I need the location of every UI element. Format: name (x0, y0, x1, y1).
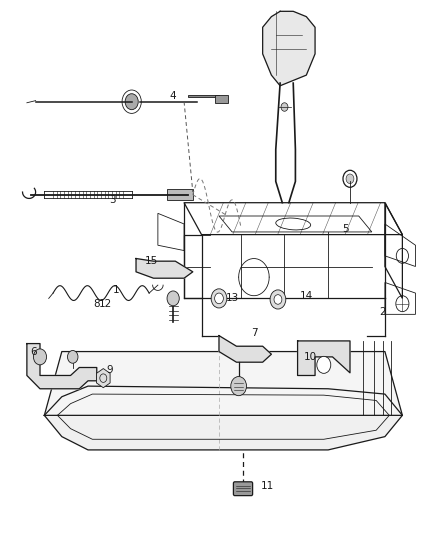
Circle shape (231, 376, 247, 395)
Polygon shape (44, 352, 403, 415)
Circle shape (270, 290, 286, 309)
FancyBboxPatch shape (233, 482, 253, 496)
Circle shape (281, 103, 288, 111)
Polygon shape (263, 11, 315, 86)
Polygon shape (297, 341, 350, 375)
Text: 10: 10 (304, 352, 317, 362)
Polygon shape (44, 386, 403, 450)
Text: 5: 5 (343, 224, 349, 235)
Ellipse shape (276, 218, 311, 230)
Text: 7: 7 (251, 328, 257, 338)
Circle shape (67, 351, 78, 364)
Circle shape (211, 289, 227, 308)
Polygon shape (136, 259, 193, 278)
Text: 1: 1 (113, 286, 120, 295)
Polygon shape (215, 95, 228, 103)
Polygon shape (219, 336, 272, 362)
Text: 14: 14 (300, 290, 313, 301)
Polygon shape (188, 95, 219, 98)
Circle shape (215, 293, 223, 304)
Circle shape (125, 94, 138, 110)
Text: 6: 6 (30, 346, 37, 357)
Circle shape (317, 357, 331, 373)
Text: 8: 8 (93, 298, 100, 309)
Circle shape (274, 295, 282, 304)
Circle shape (33, 349, 46, 365)
Text: 4: 4 (170, 91, 177, 101)
Text: 2: 2 (379, 306, 386, 317)
Text: 11: 11 (261, 481, 274, 490)
Text: 3: 3 (109, 195, 115, 205)
Text: 13: 13 (226, 293, 239, 303)
Circle shape (167, 291, 179, 306)
Text: 12: 12 (99, 298, 112, 309)
Text: 9: 9 (106, 365, 113, 375)
Text: 15: 15 (145, 256, 158, 266)
Circle shape (346, 174, 354, 183)
Polygon shape (27, 344, 97, 389)
Polygon shape (166, 189, 193, 200)
